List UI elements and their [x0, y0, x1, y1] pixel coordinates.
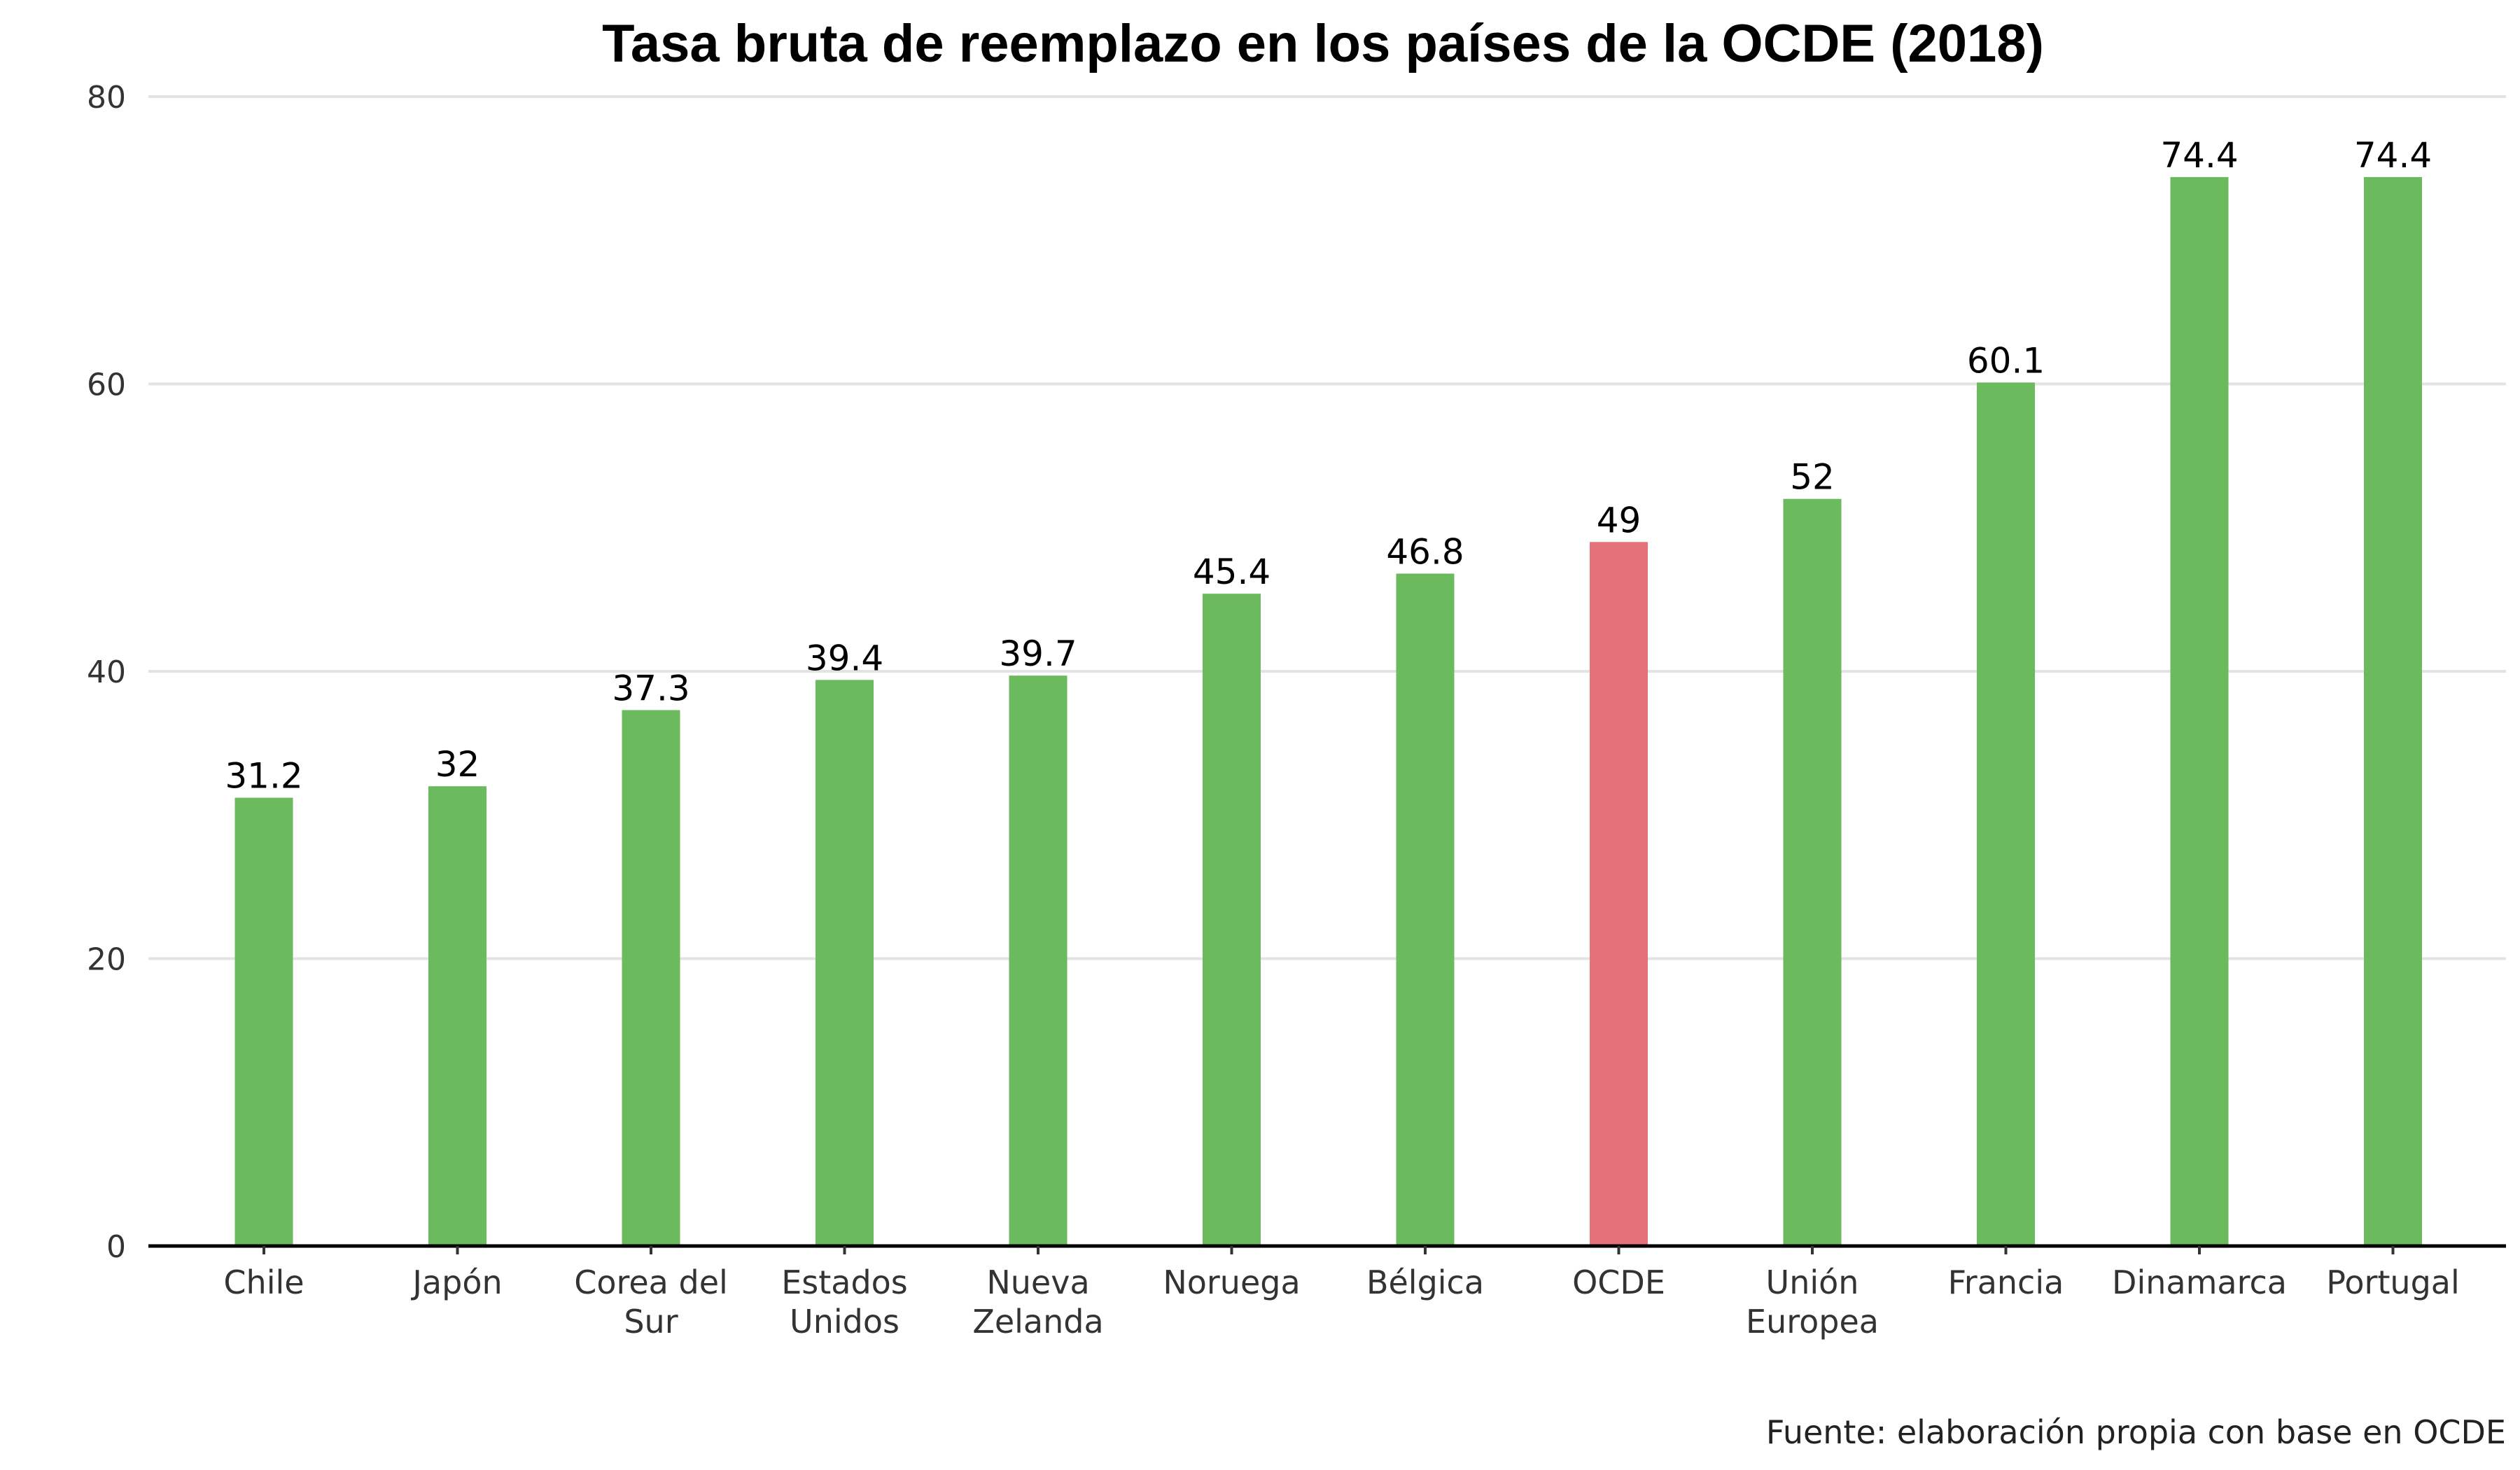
data-label: 74.4	[2354, 135, 2432, 176]
x-tick-label: Portugal	[2326, 1264, 2460, 1301]
chart-caption: Fuente: elaboración propia con base en O…	[1766, 1413, 2506, 1451]
gridlines	[148, 95, 2506, 960]
x-tick-label: Dinamarca	[2112, 1264, 2287, 1301]
x-tick-label: Unidos	[790, 1303, 899, 1340]
x-tick-label: Unión	[1766, 1264, 1859, 1301]
x-tick-label: Japón	[410, 1264, 502, 1301]
bar	[1783, 498, 1842, 1247]
x-tick-label: Noruega	[1163, 1264, 1300, 1301]
y-tick-label: 40	[87, 654, 126, 690]
x-tick-label: OCDE	[1572, 1264, 1665, 1301]
data-label: 60.1	[1967, 340, 2045, 381]
x-tick-label: Francia	[1948, 1264, 2064, 1301]
x-tick-label: Sur	[624, 1303, 678, 1340]
bar	[1590, 542, 1648, 1246]
data-label: 52	[1790, 457, 1835, 498]
bar	[2364, 176, 2422, 1247]
data-label: 39.4	[806, 638, 883, 678]
data-label: 37.3	[612, 668, 690, 708]
data-label: 46.8	[1386, 531, 1464, 572]
y-axis-ticks: 0 20 40 60 80	[87, 80, 126, 1265]
data-label: 32	[435, 744, 480, 785]
chart-title: Tasa bruta de reemplazo en los países de…	[602, 14, 2044, 74]
bar	[1396, 573, 1455, 1246]
x-tick-label: Nueva	[986, 1264, 1089, 1301]
x-tick-label: Bélgica	[1366, 1264, 1484, 1301]
bar	[428, 786, 486, 1246]
y-tick-label: 0	[106, 1229, 126, 1265]
data-label: 49	[1597, 500, 1642, 540]
x-tick-label: Europea	[1746, 1303, 1879, 1340]
data-label: 31.2	[225, 756, 302, 797]
x-tick-label: Estados	[781, 1264, 908, 1301]
data-label: 39.7	[999, 634, 1077, 674]
bar	[816, 680, 874, 1246]
data-labels: 31.2 32 37.3 39.4 39.7 45.4 46.8 49 52 60.1 74.4 74…	[225, 135, 2432, 797]
bar	[1203, 594, 1261, 1246]
y-tick-label: 20	[87, 942, 126, 978]
x-tick-label: Corea del	[574, 1264, 728, 1301]
data-label: 45.4	[1193, 552, 1270, 592]
bar	[1009, 676, 1068, 1246]
y-tick-label: 80	[87, 80, 126, 115]
bars	[234, 176, 2422, 1247]
x-tick-label: Zelanda	[972, 1303, 1103, 1340]
y-tick-label: 60	[87, 368, 126, 403]
x-tick-label: Chile	[223, 1264, 304, 1301]
data-label: 74.4	[2160, 135, 2238, 176]
bar	[622, 710, 680, 1246]
bar	[234, 797, 293, 1246]
bar	[2170, 176, 2229, 1247]
bar	[1977, 382, 2035, 1246]
